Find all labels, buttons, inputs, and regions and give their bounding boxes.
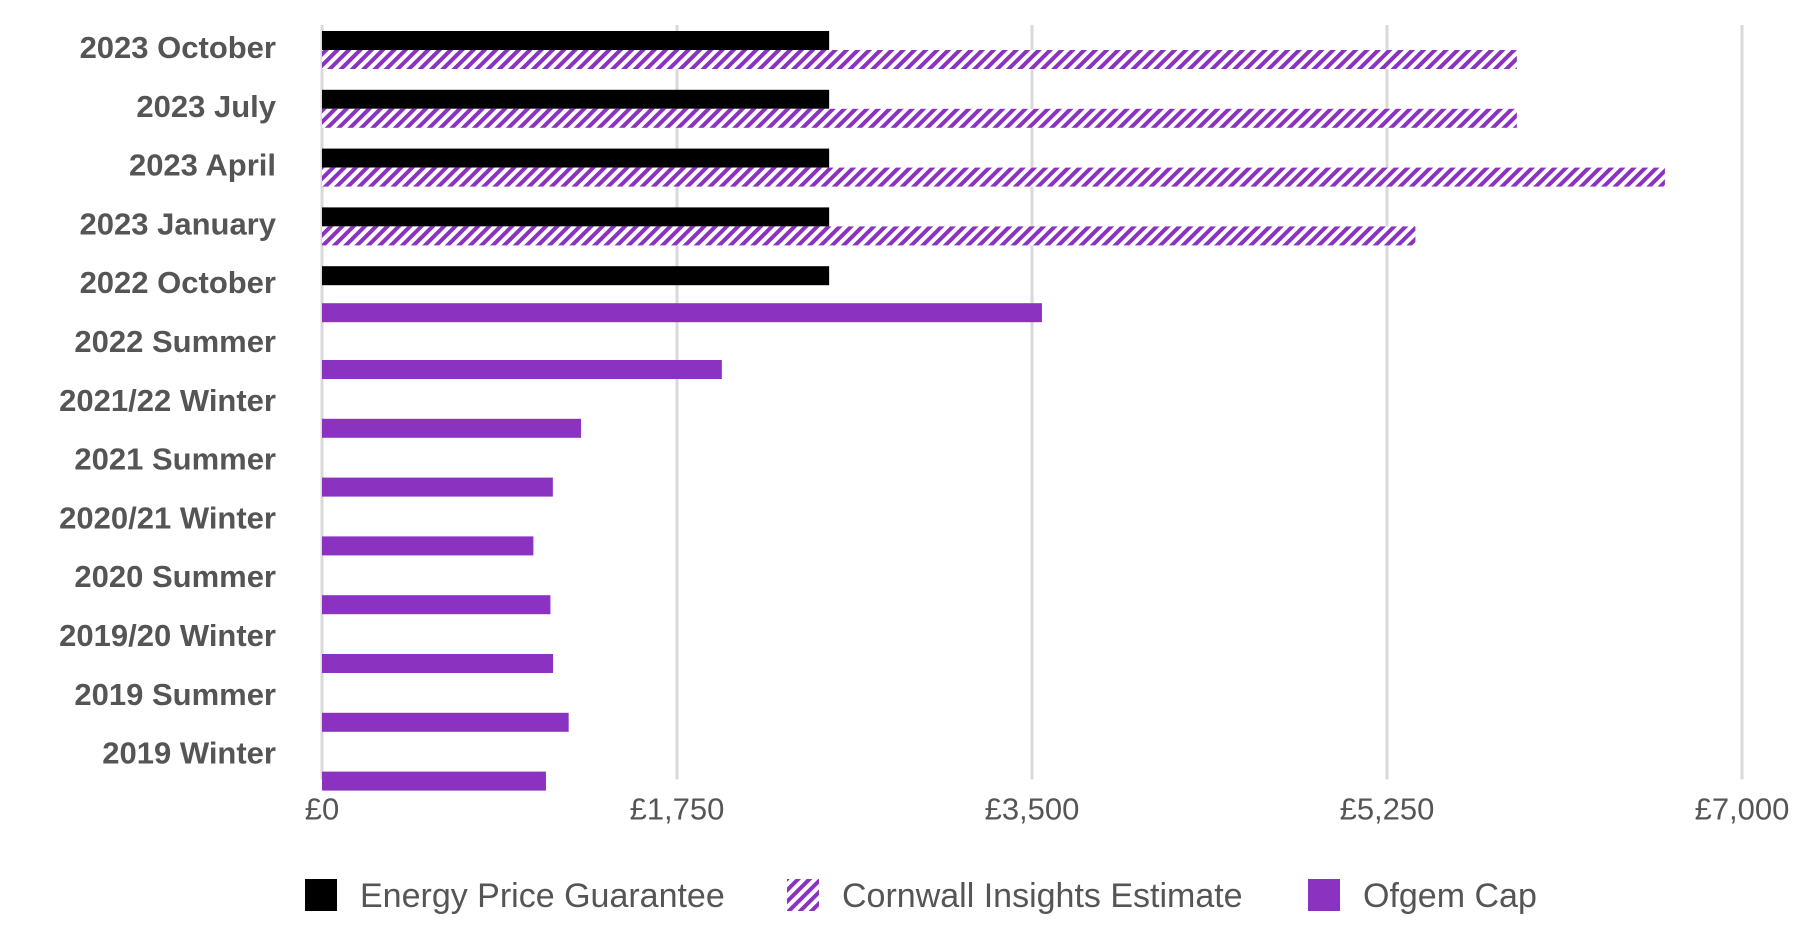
x-tick-label: £3,500 xyxy=(985,791,1080,826)
category-label: 2021/22 Winter xyxy=(59,383,276,418)
category-label: 2020/21 Winter xyxy=(59,500,276,535)
legend-label: Cornwall Insights Estimate xyxy=(842,877,1243,915)
bar-energy-price-guarantee xyxy=(322,266,830,286)
x-tick-label: £0 xyxy=(305,791,339,826)
category-label: 2021 Summer xyxy=(74,442,276,477)
x-tick-label: £1,750 xyxy=(630,791,725,826)
category-label: 2020 Summer xyxy=(74,559,276,594)
bar-ofgem-cap xyxy=(322,712,569,732)
bar-cornwall-insights-estimate xyxy=(322,226,1416,246)
bar-energy-price-guarantee xyxy=(322,148,830,168)
category-labels: 2023 October 2023 July 2023 April 2023 Janu… xyxy=(59,30,277,771)
category-label: 2022 Summer xyxy=(74,324,276,359)
x-tick-labels: £0 £1,750 £3,500 £5,250 £7,000 xyxy=(305,791,1790,826)
bar-ofgem-cap xyxy=(322,303,1042,323)
category-label: 2022 October xyxy=(80,265,276,300)
category-label: 2023 July xyxy=(136,89,276,124)
bar-ofgem-cap xyxy=(322,360,722,379)
legend-swatch-ofgem-cap xyxy=(1308,879,1340,911)
category-label: 2023 January xyxy=(80,206,277,241)
category-label: 2023 April xyxy=(129,148,276,183)
bar-ofgem-cap xyxy=(322,654,554,673)
bar-cornwall-insights-estimate xyxy=(322,167,1665,187)
bar-ofgem-cap xyxy=(322,536,534,556)
bar-cornwall-insights-estimate xyxy=(322,50,1517,69)
bar-energy-price-guarantee xyxy=(322,207,830,227)
x-tick-label: £7,000 xyxy=(1695,791,1790,826)
bar-cornwall-insights-estimate xyxy=(322,108,1517,128)
bar-energy-price-guarantee xyxy=(322,31,830,50)
legend-swatch-energy-price-guarantee xyxy=(305,879,337,911)
x-tick-label: £5,250 xyxy=(1340,791,1435,826)
legend-label: Energy Price Guarantee xyxy=(360,877,725,915)
category-label: 2019 Winter xyxy=(102,736,276,771)
bar-ofgem-cap xyxy=(322,595,551,615)
category-label: 2019/20 Winter xyxy=(59,618,276,653)
bar-ofgem-cap xyxy=(322,418,582,438)
legend-swatch-cornwall-insights-estimate xyxy=(787,879,819,911)
category-label: 2019 Summer xyxy=(74,677,276,712)
bars xyxy=(322,31,1665,791)
legend-label: Ofgem Cap xyxy=(1363,877,1537,915)
legend: Energy Price Guarantee Cornwall Insights … xyxy=(305,877,1537,915)
category-label: 2023 October xyxy=(80,30,276,65)
bar-ofgem-cap xyxy=(322,477,553,497)
bar-energy-price-guarantee xyxy=(322,89,830,109)
bar-ofgem-cap xyxy=(322,771,546,791)
